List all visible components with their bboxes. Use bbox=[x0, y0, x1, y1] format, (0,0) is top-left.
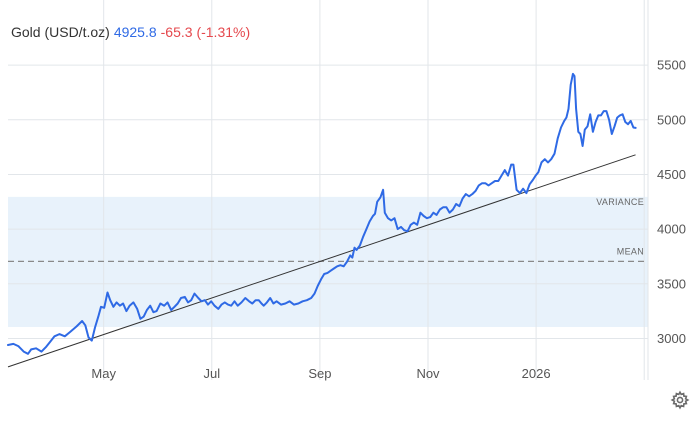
price-series-line bbox=[7, 72, 637, 355]
y-tick-label: 5000 bbox=[657, 112, 686, 127]
settings-button[interactable] bbox=[670, 390, 690, 410]
gear-icon bbox=[670, 390, 690, 410]
y-tick-label: 5500 bbox=[657, 58, 686, 73]
chart-header: Gold (USD/t.oz) 4925.8 -65.3 (-1.31%) bbox=[11, 24, 250, 40]
series-layer bbox=[7, 72, 637, 355]
instrument-name: Gold (USD/t.oz) bbox=[11, 24, 110, 40]
variance-label: VARIANCE bbox=[596, 197, 644, 207]
x-axis: May Jul Sep Nov 2026 bbox=[91, 366, 550, 381]
annotation-label-layer: VARIANCE MEAN bbox=[596, 197, 644, 257]
y-tick-label: 4500 bbox=[657, 167, 686, 182]
mean-label: MEAN bbox=[617, 246, 644, 256]
y-tick-label: 3000 bbox=[657, 331, 686, 346]
y-axis: 3000 3500 4000 4500 5000 5500 bbox=[657, 58, 686, 346]
trend-line-layer bbox=[7, 154, 636, 368]
grid-layer bbox=[8, 0, 649, 380]
x-tick-label: May bbox=[91, 366, 116, 381]
x-tick-label: Sep bbox=[308, 366, 331, 381]
price-change: -65.3 (-1.31%) bbox=[160, 24, 251, 40]
x-tick-label: Jul bbox=[203, 366, 220, 381]
x-tick-label: Nov bbox=[416, 366, 440, 381]
x-tick-label: 2026 bbox=[522, 366, 551, 381]
trend-line bbox=[7, 154, 636, 368]
y-tick-label: 3500 bbox=[657, 276, 686, 291]
current-price: 4925.8 bbox=[113, 24, 157, 40]
y-tick-label: 4000 bbox=[657, 222, 686, 237]
